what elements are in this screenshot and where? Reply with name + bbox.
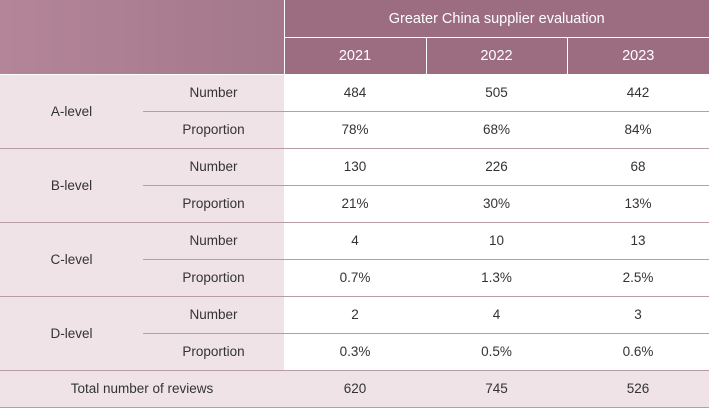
- table-cell: 10: [426, 222, 567, 260]
- table-cell: 130: [284, 148, 426, 186]
- table-row: Proportion 0.3% 0.5% 0.6%: [0, 333, 709, 371]
- total-cell: 620: [284, 370, 426, 408]
- table-row: Proportion 0.7% 1.3% 2.5%: [0, 259, 709, 297]
- table-row: Proportion 21% 30% 13%: [0, 185, 709, 223]
- level-label: C-level: [0, 222, 143, 297]
- metric-label: Number: [143, 148, 284, 186]
- metric-label: Proportion: [143, 259, 284, 297]
- level-label: B-level: [0, 148, 143, 223]
- total-cell: 526: [567, 370, 709, 408]
- table-cell: 3: [567, 296, 709, 334]
- metric-label: Proportion: [143, 111, 284, 149]
- table-cell: 68%: [426, 111, 567, 149]
- year-header-2022: 2022: [425, 37, 567, 74]
- table-cell: 0.5%: [426, 333, 567, 371]
- total-label: Total number of reviews: [0, 370, 284, 408]
- metric-label: Number: [143, 74, 284, 112]
- level-label: D-level: [0, 296, 143, 371]
- total-row: Total number of reviews 620 745 526: [0, 370, 709, 408]
- table-cell: 505: [426, 74, 567, 112]
- table-cell: 4: [284, 222, 426, 260]
- table-cell: 0.6%: [567, 333, 709, 371]
- table-row: A-level Number 484 505 442: [0, 74, 709, 149]
- total-cell: 745: [426, 370, 567, 408]
- table-row: C-level Number 4 10 13: [0, 222, 709, 297]
- table-cell: 2: [284, 296, 426, 334]
- metric-label: Number: [143, 222, 284, 260]
- table-row: Proportion 78% 68% 84%: [0, 111, 709, 149]
- table-row: B-level Number 130 226 68: [0, 148, 709, 223]
- table-cell: 30%: [426, 185, 567, 223]
- table-cell: 226: [426, 148, 567, 186]
- table-cell: 0.3%: [284, 333, 426, 371]
- table-cell: 21%: [284, 185, 426, 223]
- table-title: Greater China supplier evaluation: [283, 0, 709, 38]
- table-cell: 68: [567, 148, 709, 186]
- metric-label: Proportion: [143, 185, 284, 223]
- table-cell: 484: [284, 74, 426, 112]
- table-cell: 442: [567, 74, 709, 112]
- table-cell: 2.5%: [567, 259, 709, 297]
- table-cell: 84%: [567, 111, 709, 149]
- year-header-2023: 2023: [566, 37, 709, 74]
- table-row: D-level Number 2 4 3: [0, 296, 709, 371]
- level-label: A-level: [0, 74, 143, 149]
- table-cell: 4: [426, 296, 567, 334]
- header-corner: [0, 0, 284, 75]
- table-cell: 0.7%: [284, 259, 426, 297]
- table-cell: 13: [567, 222, 709, 260]
- metric-label: Number: [143, 296, 284, 334]
- table-cell: 13%: [567, 185, 709, 223]
- table-cell: 78%: [284, 111, 426, 149]
- table-cell: 1.3%: [426, 259, 567, 297]
- metric-label: Proportion: [143, 333, 284, 371]
- year-header-2021: 2021: [283, 37, 426, 74]
